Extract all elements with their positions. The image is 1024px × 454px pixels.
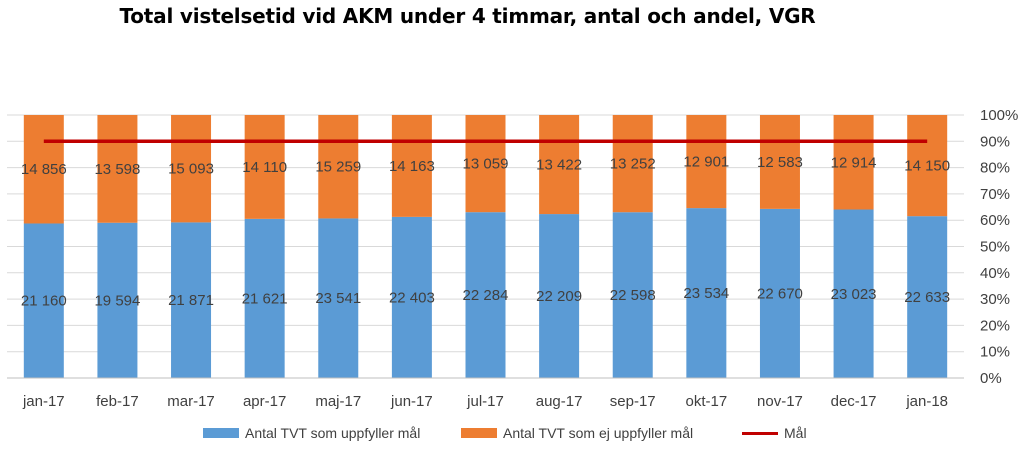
data-label-not-met: 13 059 xyxy=(463,156,509,173)
bar-segment-met xyxy=(686,208,727,378)
bar-segment-met xyxy=(244,218,285,378)
y-tick-label: 90% xyxy=(980,133,1010,150)
bar-segment-met xyxy=(907,216,948,378)
x-tick-label: okt-17 xyxy=(685,393,727,410)
y-tick-label: 60% xyxy=(980,212,1010,229)
bar-segment-not-met xyxy=(686,115,727,209)
legend: Antal TVT som uppfyller mål Antal TVT so… xyxy=(0,425,1024,447)
legend-label-met: Antal TVT som uppfyller mål xyxy=(245,425,421,441)
bar-segment-met xyxy=(391,216,432,378)
data-label-not-met: 14 150 xyxy=(904,158,950,175)
y-tick-label: 10% xyxy=(980,344,1010,361)
legend-item-met: Antal TVT som uppfyller mål xyxy=(203,425,420,441)
data-label-met: 21 160 xyxy=(21,293,67,310)
data-label-met: 22 284 xyxy=(463,287,509,304)
bar-segment-met xyxy=(318,218,359,378)
x-tick-label: maj-17 xyxy=(315,393,361,410)
y-tick-label: 30% xyxy=(980,291,1010,308)
legend-label-not-met: Antal TVT som ej uppfyller mål xyxy=(503,425,694,441)
bar-segment-not-met xyxy=(391,115,432,217)
x-tick-label: jul-17 xyxy=(466,393,504,410)
x-tick-label: mar-17 xyxy=(167,393,215,410)
bar-segment-met xyxy=(465,212,506,378)
bar-segment-not-met xyxy=(833,115,874,210)
data-label-met: 23 534 xyxy=(683,285,729,302)
legend-item-target: Mål xyxy=(742,425,807,441)
bar-segment-met xyxy=(97,222,138,378)
y-tick-label: 80% xyxy=(980,160,1010,177)
bar-segment-met xyxy=(612,212,653,378)
data-label-met: 23 023 xyxy=(831,286,877,303)
x-tick-label: jun-17 xyxy=(390,393,433,410)
bar-segment-not-met xyxy=(244,115,285,219)
legend-swatch-met xyxy=(203,428,239,438)
legend-swatch-not-met xyxy=(461,428,497,438)
data-label-not-met: 13 598 xyxy=(94,161,140,178)
bar-segment-met xyxy=(171,222,212,378)
legend-label-target: Mål xyxy=(784,425,807,441)
data-label-met: 21 871 xyxy=(168,292,214,309)
bar-segment-met xyxy=(23,223,64,378)
x-tick-label: apr-17 xyxy=(243,393,286,410)
bar-segment-not-met xyxy=(907,115,948,217)
bar-segment-met xyxy=(833,209,874,378)
x-tick-label: sep-17 xyxy=(610,393,656,410)
data-label-not-met: 13 252 xyxy=(610,156,656,173)
y-tick-label: 50% xyxy=(980,239,1010,256)
x-tick-label: aug-17 xyxy=(536,393,583,410)
data-label-met: 22 209 xyxy=(536,288,582,305)
data-label-not-met: 15 093 xyxy=(168,161,214,178)
x-tick-label: feb-17 xyxy=(96,393,139,410)
bar-segment-not-met xyxy=(539,115,580,215)
data-label-not-met: 13 422 xyxy=(536,157,582,174)
data-label-not-met: 15 259 xyxy=(315,159,361,176)
data-labels: 21 160 14 856 19 594 13 598 21 871 15 093 21 6… xyxy=(21,154,950,310)
bar-segment-not-met xyxy=(612,115,653,213)
data-label-met: 22 633 xyxy=(904,289,950,306)
bar-segment-not-met xyxy=(318,115,359,219)
y-tick-label: 0% xyxy=(980,370,1002,387)
bar-segment-not-met xyxy=(97,115,138,223)
x-tick-label: nov-17 xyxy=(757,393,803,410)
legend-item-not-met: Antal TVT som ej uppfyller mål xyxy=(461,425,693,441)
y-tick-label: 70% xyxy=(980,186,1010,203)
data-label-not-met: 12 583 xyxy=(757,154,803,171)
axes: 0% 10% 20% 30% 40% 50% 60% 70% 80% 90% 100% jan-17 f… xyxy=(7,107,1018,410)
data-label-met: 19 594 xyxy=(94,292,140,309)
y-tick-label: 20% xyxy=(980,317,1010,334)
data-label-not-met: 14 163 xyxy=(389,158,435,175)
data-label-met: 22 598 xyxy=(610,287,656,304)
bar-segment-not-met xyxy=(171,115,212,223)
x-tick-label: jan-18 xyxy=(905,393,948,410)
y-tick-label: 40% xyxy=(980,265,1010,282)
bar-segment-not-met xyxy=(465,115,506,213)
data-label-met: 22 403 xyxy=(389,289,435,306)
bar-segment-not-met xyxy=(759,115,800,209)
chart-title: Total vistelsetid vid AKM under 4 timmar… xyxy=(119,4,816,28)
y-tick-label: 100% xyxy=(980,107,1018,124)
x-tick-label: dec-17 xyxy=(831,393,877,410)
bars xyxy=(23,115,948,378)
data-label-not-met: 12 914 xyxy=(831,154,877,171)
data-label-met: 22 670 xyxy=(757,285,803,302)
legend-swatch-target xyxy=(742,431,778,435)
bar-segment-not-met xyxy=(23,115,64,224)
bar-segment-met xyxy=(759,208,800,378)
bar-segment-met xyxy=(539,214,580,378)
data-label-not-met: 14 110 xyxy=(242,159,287,176)
data-label-not-met: 14 856 xyxy=(21,161,67,178)
x-tick-label: jan-17 xyxy=(22,393,65,410)
data-label-met: 21 621 xyxy=(242,290,288,307)
data-label-met: 23 541 xyxy=(315,290,361,307)
data-label-not-met: 12 901 xyxy=(683,154,729,171)
